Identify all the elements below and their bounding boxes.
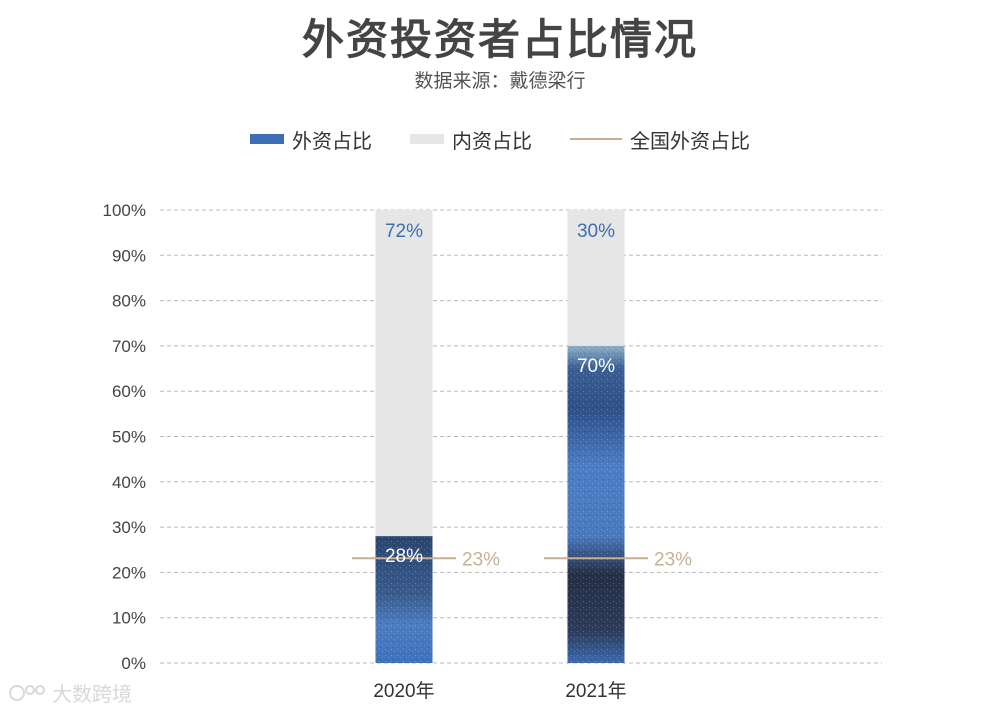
bar-texture	[375, 536, 433, 663]
y-tick-label: 0%	[121, 654, 146, 673]
legend-label-domestic: 内资占比	[452, 130, 532, 153]
y-tick-label: 30%	[112, 518, 146, 537]
legend-label-foreign: 外资占比	[292, 130, 372, 153]
chart-title: 外资投资者占比情况	[301, 16, 698, 63]
data-label-foreign: 70%	[577, 356, 615, 377]
legend: 外资占比 内资占比 全国外资占比	[0, 124, 1000, 154]
bar-texture	[567, 345, 625, 663]
y-tick-label: 70%	[112, 337, 146, 356]
legend-swatch-national	[570, 138, 622, 140]
y-tick-label: 20%	[112, 563, 146, 582]
legend-item-foreign[interactable]: 外资占比	[250, 125, 372, 154]
brand-logo-icon	[9, 684, 45, 701]
data-label-domestic: 30%	[577, 221, 615, 242]
legend-swatch-foreign	[250, 134, 284, 144]
watermark: 大数跨境	[8, 678, 132, 707]
bar-segment-domestic	[375, 210, 433, 537]
y-tick-label: 10%	[112, 609, 146, 628]
x-tick-label: 2020年	[373, 680, 434, 702]
y-tick-label: 40%	[112, 473, 146, 492]
legend-label-national: 全国外资占比	[630, 130, 750, 153]
legend-swatch-domestic	[410, 134, 444, 144]
data-label-national: 23%	[654, 549, 692, 570]
y-tick-label: 90%	[112, 246, 146, 265]
bar-segment-domestic	[567, 210, 625, 346]
data-label-national: 23%	[462, 549, 500, 570]
y-tick-label: 100%	[103, 201, 146, 220]
y-tick-label: 50%	[112, 428, 146, 447]
watermark-text: 大数跨境	[52, 684, 132, 706]
x-tick-label: 2021年	[565, 680, 626, 702]
data-label-foreign: 28%	[385, 546, 423, 567]
chart-subtitle: 数据来源：戴德梁行	[414, 71, 586, 92]
y-tick-label: 60%	[112, 382, 146, 401]
data-label-domestic: 72%	[385, 221, 423, 242]
legend-item-national[interactable]: 全国外资占比	[570, 125, 750, 154]
legend-item-domestic[interactable]: 内资占比	[410, 125, 532, 154]
y-tick-label: 80%	[112, 292, 146, 311]
